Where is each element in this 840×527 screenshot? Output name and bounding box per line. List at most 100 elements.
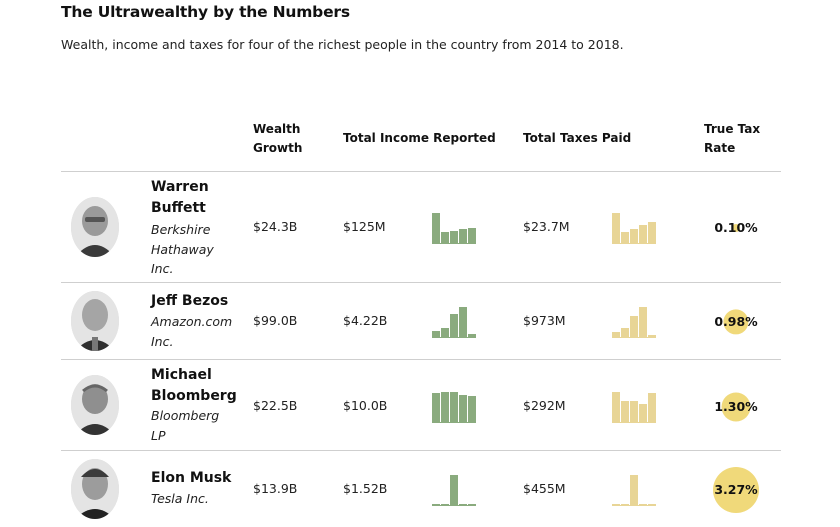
income-sparkline — [432, 392, 476, 423]
header-total-taxes: Total Taxes Paid — [523, 131, 632, 145]
avatar — [71, 291, 119, 351]
sparkline-bar — [432, 393, 440, 422]
header-wealth-line2: Growth — [253, 141, 303, 155]
taxes-sparkline — [612, 307, 656, 338]
table-row: Warren Buffett Berkshire Hathaway Inc. $… — [61, 172, 781, 282]
sparkline-bar — [639, 404, 647, 422]
header-true-tax-rate: True Tax Rate — [704, 120, 760, 158]
sparkline-bar — [468, 334, 476, 337]
sparkline-bar — [450, 392, 458, 422]
table-row: Jeff Bezos Amazon.com Inc. $99.0B $4.22B… — [61, 283, 781, 359]
rate-bubble — [723, 309, 749, 335]
true-tax-rate: 0.10% — [706, 219, 766, 237]
sparkline-bar — [639, 504, 647, 505]
taxes-sparkline — [612, 392, 656, 423]
sparkline-bar — [468, 504, 476, 505]
company-name: Tesla Inc. — [151, 489, 243, 509]
sparkline-bar — [459, 229, 467, 243]
income-sparkline — [432, 475, 476, 506]
sparkline-baseline — [432, 422, 476, 423]
avatar — [71, 197, 119, 257]
sparkline-baseline — [612, 337, 656, 338]
company-line: Inc. — [151, 333, 174, 349]
income-sparkline — [432, 213, 476, 244]
avatar — [71, 459, 119, 519]
taxes-sparkline — [612, 475, 656, 506]
sparkline-bar — [450, 314, 458, 337]
income-value: $1.52B — [343, 481, 388, 496]
sparkline-bar — [612, 332, 620, 337]
page-subtitle: Wealth, income and taxes for four of the… — [61, 37, 624, 52]
name-line: Buffett — [151, 200, 206, 216]
sparkline-bar — [648, 504, 656, 505]
person-name: Michael Bloomberg — [151, 365, 241, 407]
taxes-value: $455M — [523, 481, 566, 496]
taxes-value: $973M — [523, 313, 566, 328]
header-rate-line2: Rate — [704, 141, 736, 155]
company-line: Bloomberg — [151, 408, 220, 423]
company-name: Amazon.com Inc. — [151, 312, 243, 351]
sparkline-baseline — [612, 243, 656, 244]
person-name: Elon Musk — [151, 468, 241, 489]
sparkline-bar — [441, 504, 449, 505]
table-row: Elon Musk Tesla Inc. $13.9B $1.52B $455M… — [61, 451, 781, 527]
wealth-growth-value: $13.9B — [253, 481, 298, 496]
sparkline-bar — [648, 393, 656, 422]
true-tax-rate: 3.27% — [706, 467, 766, 513]
company-line: Hathaway — [151, 241, 214, 257]
company-line: LP — [151, 427, 166, 443]
income-sparkline — [432, 307, 476, 338]
sparkline-baseline — [612, 505, 656, 506]
avatar — [71, 375, 119, 435]
rate-value: 0.98% — [714, 314, 758, 329]
name-line: Michael — [151, 367, 212, 383]
sparkline-bar — [468, 396, 476, 422]
taxes-value: $23.7M — [523, 219, 570, 234]
person-name: Jeff Bezos — [151, 291, 241, 312]
wealth-growth-value: $24.3B — [253, 219, 298, 234]
header-rate-line1: True Tax — [704, 122, 761, 136]
sparkline-baseline — [432, 505, 476, 506]
sparkline-bar — [630, 475, 638, 505]
sparkline-bar — [612, 392, 620, 422]
name-line: Elon Musk — [151, 470, 232, 486]
income-value: $4.22B — [343, 313, 388, 328]
sparkline-bar — [459, 307, 467, 337]
sparkline-bar — [639, 225, 647, 243]
rate-bubble — [731, 223, 741, 233]
name-line: Jeff Bezos — [151, 293, 229, 309]
sparkline-bar — [630, 401, 638, 422]
sparkline-bar — [648, 335, 656, 337]
taxes-sparkline — [612, 213, 656, 244]
rate-value: 0.10% — [714, 220, 758, 235]
sparkline-bar — [648, 222, 656, 243]
company-line: Berkshire — [151, 222, 211, 237]
true-tax-rate: 0.98% — [706, 309, 766, 335]
rate-bubble — [713, 467, 759, 513]
sparkline-bar — [621, 401, 629, 422]
income-value: $10.0B — [343, 398, 388, 413]
sparkline-bar — [432, 331, 440, 337]
rate-value: 1.30% — [714, 399, 758, 414]
header-divider — [61, 171, 781, 172]
sparkline-bar — [459, 504, 467, 505]
sparkline-bar — [432, 504, 440, 505]
sparkline-bar — [459, 395, 467, 422]
sparkline-bar — [441, 392, 449, 422]
company-line: Inc. — [151, 261, 174, 276]
sparkline-bar — [468, 228, 476, 243]
header-total-income: Total Income Reported — [343, 131, 496, 145]
sparkline-bar — [630, 316, 638, 337]
sparkline-baseline — [612, 422, 656, 423]
row-divider — [61, 359, 781, 360]
sparkline-baseline — [432, 337, 476, 338]
sparkline-bar — [621, 232, 629, 243]
header-wealth-line1: Wealth — [253, 122, 301, 136]
sparkline-bar — [630, 229, 638, 243]
true-tax-rate: 1.30% — [706, 392, 766, 422]
income-value: $125M — [343, 219, 386, 234]
taxes-value: $292M — [523, 398, 566, 413]
sparkline-bar — [621, 504, 629, 505]
sparkline-bar — [612, 213, 620, 243]
rate-value: 3.27% — [714, 482, 758, 497]
